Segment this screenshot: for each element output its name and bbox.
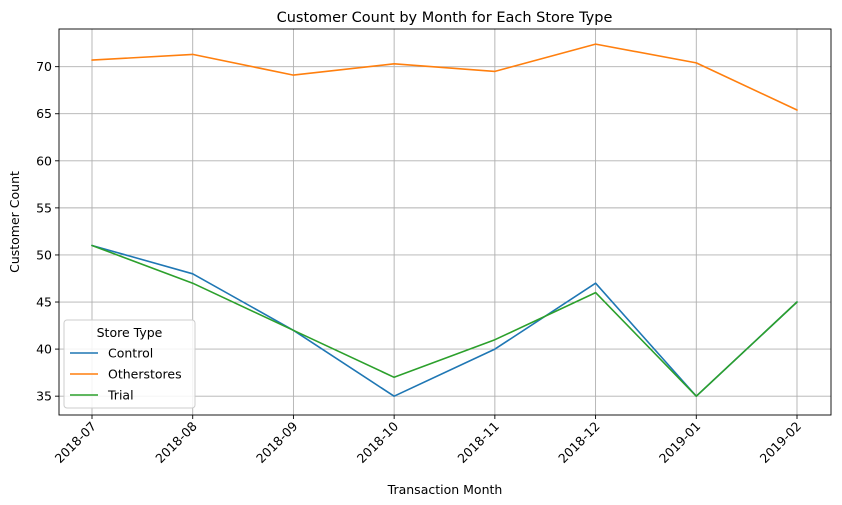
legend-box (63, 319, 196, 409)
y-tick-label: 55 (36, 200, 52, 215)
y-tick-label: 50 (36, 247, 52, 262)
chart-title: Customer Count by Month for Each Store T… (277, 10, 613, 26)
x-tick-label: 2018-11 (454, 419, 502, 467)
y-axis-label: Customer Count (7, 171, 22, 273)
series-layer (91, 43, 798, 398)
x-tick-label: 2018-12 (555, 419, 603, 467)
x-tick-label: 2018-09 (253, 418, 301, 466)
y-tick-label: 65 (36, 106, 52, 121)
y-tick-label: 40 (36, 342, 52, 357)
y-tick-label: 70 (36, 59, 52, 74)
y-tick-label: 35 (36, 389, 52, 404)
legend: Store Type Control Otherstores Trial (63, 319, 196, 409)
series-line-otherstores (91, 43, 798, 111)
legend-items: Control Otherstores Trial (70, 346, 182, 403)
series-line-control (91, 244, 798, 398)
x-tick-label: 2018-08 (152, 418, 200, 466)
x-tick-label: 2018-07 (52, 419, 100, 467)
x-tick-label: 2019-01 (656, 419, 704, 467)
legend-title: Store Type (97, 325, 163, 340)
legend-label: Trial (107, 388, 134, 403)
x-axis-label: Transaction Month (387, 482, 503, 497)
legend-label: Control (108, 346, 153, 361)
x-tick-label: 2018-10 (354, 418, 402, 466)
plot-frame (58, 28, 832, 416)
grid (59, 29, 831, 415)
series-line-trial (91, 244, 798, 398)
legend-label: Otherstores (108, 367, 182, 382)
y-tick-label: 60 (36, 153, 52, 168)
x-tick-label: 2019-02 (757, 419, 805, 467)
y-tick-label: 45 (36, 295, 52, 310)
